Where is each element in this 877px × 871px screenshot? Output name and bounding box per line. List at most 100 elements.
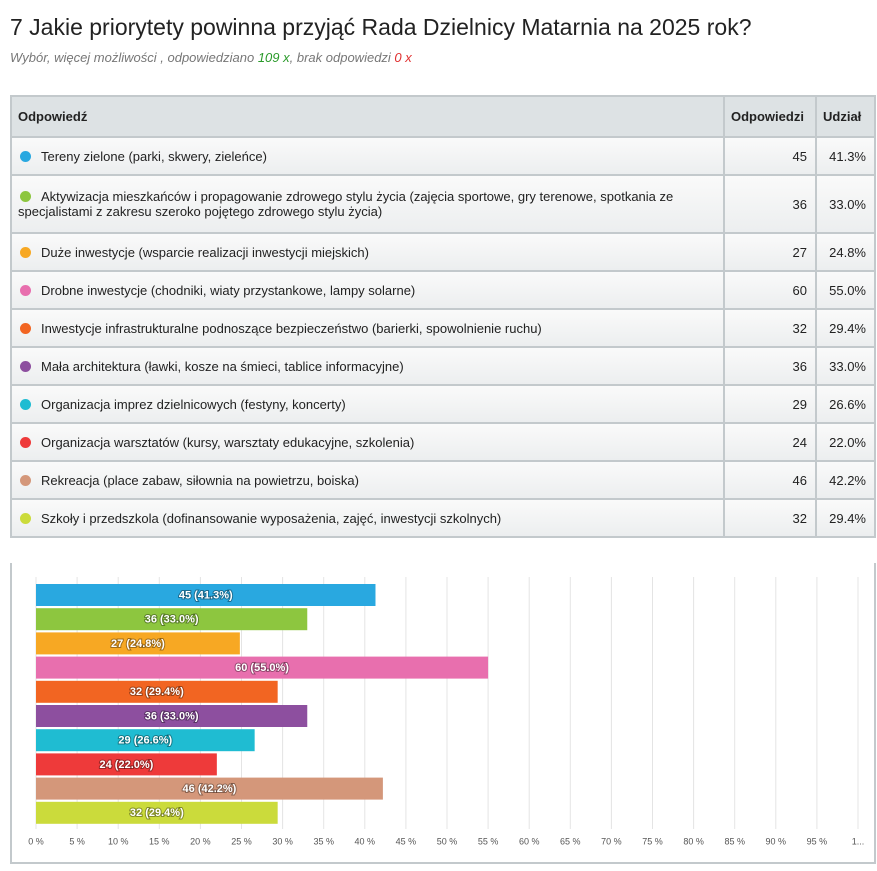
subtitle-text: Wybór, więcej możliwości , odpowiedziano	[10, 50, 258, 65]
answer-text: Rekreacja (place zabaw, siłownia na powi…	[41, 472, 359, 488]
subtitle: Wybór, więcej możliwości , odpowiedziano…	[10, 50, 412, 65]
count-cell: 24	[723, 422, 817, 462]
share-cell: 42.2%	[815, 460, 876, 500]
answer-text: Inwestycje infrastrukturalne podnoszące …	[41, 320, 542, 336]
answer-text: Tereny zielone (parki, skwery, zieleńce)	[41, 148, 267, 164]
count-cell: 60	[723, 270, 817, 310]
value-label: 60 (55.0%)	[235, 662, 289, 674]
x-tick-label: 25 %	[231, 836, 252, 846]
count-cell: 46	[723, 460, 817, 500]
answer-text: Aktywizacja mieszkańców i propagowanie z…	[18, 189, 674, 219]
x-tick-label: 45 %	[396, 836, 417, 846]
count-cell: 45	[723, 136, 817, 176]
x-tick-label: 15 %	[149, 836, 170, 846]
color-dot	[20, 512, 31, 524]
missing-count: 0 x	[394, 50, 412, 65]
column-header: Odpowiedź	[10, 95, 725, 138]
value-label: 36 (33.0%)	[145, 614, 199, 626]
color-dot	[20, 191, 31, 202]
subtitle-text: , brak odpowiedzi	[289, 50, 395, 65]
answer-text: Organizacja imprez dzielnicowych (festyn…	[41, 396, 346, 412]
x-tick-label: 70 %	[601, 836, 622, 846]
answer-text: Organizacja warsztatów (kursy, warsztaty…	[41, 434, 415, 450]
chart-box: 0 % 5 % 10 % 15 % 20 % 25 % 30 % 35 % 40 % 45 % 50…	[10, 563, 876, 864]
count-cell: 29	[723, 384, 817, 424]
table-row: Szkoły i przedszkola (dofinansowanie wyp…	[10, 498, 876, 538]
x-tick-label: 35 %	[313, 836, 334, 846]
table-row: Mała architektura (ławki, kosze na śmiec…	[10, 346, 876, 386]
answered-count: 109 x	[257, 50, 290, 65]
value-label: 32 (29.4%)	[130, 686, 184, 698]
chart: 0 % 5 % 10 % 15 % 20 % 25 % 30 % 35 % 40 % 45 % 50…	[28, 577, 865, 846]
x-tick-label: 50 %	[437, 836, 458, 846]
x-tick-label: 30 %	[272, 836, 293, 846]
answer-cell: Organizacja imprez dzielnicowych (festyn…	[10, 384, 725, 424]
answer-cell: Organizacja warsztatów (kursy, warsztaty…	[10, 422, 725, 462]
bar	[36, 729, 255, 752]
value-label: 46 (42.2%)	[183, 783, 237, 795]
share-cell: 26.6%	[815, 384, 876, 424]
x-tick-label: 75 %	[642, 836, 663, 846]
column-header: Odpowiedzi	[723, 95, 817, 138]
color-dot	[20, 322, 31, 334]
answer-cell: Aktywizacja mieszkańców i propagowanie z…	[10, 174, 725, 234]
table-row: Drobne inwestycje (chodniki, wiaty przys…	[10, 270, 876, 310]
value-label: 24 (22.0%)	[100, 759, 154, 771]
bar	[36, 608, 308, 631]
answer-text: Duże inwestycje (wsparcie realizacji inw…	[41, 244, 369, 260]
x-tick-label: 10 %	[108, 836, 129, 846]
bar	[36, 680, 278, 703]
answer-cell: Drobne inwestycje (chodniki, wiaty przys…	[10, 270, 725, 310]
x-tick-label: 20 %	[190, 836, 211, 846]
share-cell: 29.4%	[815, 498, 876, 538]
color-dot	[20, 150, 31, 162]
title: 7 Jakie priorytety powinna przyjąć Rada …	[10, 14, 752, 40]
x-tick-label: 80 %	[683, 836, 704, 846]
count-cell: 32	[723, 308, 817, 348]
x-tick-label: 5 %	[69, 836, 85, 846]
bar	[36, 632, 240, 655]
value-label: 27 (24.8%)	[111, 638, 165, 650]
share-cell: 41.3%	[815, 136, 876, 176]
color-dot	[20, 360, 31, 372]
table-row: Organizacja warsztatów (kursy, warsztaty…	[10, 422, 876, 462]
answer-cell: Duże inwestycje (wsparcie realizacji inw…	[10, 232, 725, 272]
count-cell: 36	[723, 346, 817, 386]
color-dot	[20, 436, 31, 448]
value-label: 32 (29.4%)	[130, 807, 184, 819]
table-row: Inwestycje infrastrukturalne podnoszące …	[10, 308, 876, 348]
color-dot	[20, 398, 31, 410]
count-cell: 27	[723, 232, 817, 272]
value-label: 29 (26.6%)	[118, 735, 172, 747]
share-cell: 24.8%	[815, 232, 876, 272]
x-tick-label: 1...	[852, 836, 865, 846]
table-row: Duże inwestycje (wsparcie realizacji inw…	[10, 232, 876, 272]
bar	[36, 584, 376, 606]
answer-cell: Mała architektura (ławki, kosze na śmiec…	[10, 346, 725, 386]
answer-cell: Inwestycje infrastrukturalne podnoszące …	[10, 308, 725, 348]
count-cell: 32	[723, 498, 817, 538]
color-dot	[20, 474, 31, 486]
table-row: Aktywizacja mieszkańców i propagowanie z…	[10, 174, 876, 234]
x-tick-label: 65 %	[560, 836, 581, 846]
answer-cell: Tereny zielone (parki, skwery, zieleńce)	[10, 136, 725, 176]
color-dot	[20, 246, 31, 258]
share-cell: 55.0%	[815, 270, 876, 310]
bar	[36, 656, 489, 679]
answer-cell: Rekreacja (place zabaw, siłownia na powi…	[10, 460, 725, 500]
count-cell: 36	[723, 174, 817, 234]
share-cell: 33.0%	[815, 346, 876, 386]
share-cell: 33.0%	[815, 174, 876, 234]
column-header: Udział	[815, 95, 876, 138]
x-tick-label: 85 %	[724, 836, 745, 846]
table-row: Tereny zielone (parki, skwery, zieleńce)…	[10, 136, 876, 176]
value-label: 45 (41.3%)	[179, 589, 233, 601]
value-label: 36 (33.0%)	[145, 710, 199, 722]
answer-text: Szkoły i przedszkola (dofinansowanie wyp…	[41, 510, 502, 526]
share-cell: 22.0%	[815, 422, 876, 462]
x-tick-label: 95 %	[807, 836, 828, 846]
answer-text: Drobne inwestycje (chodniki, wiaty przys…	[41, 282, 416, 298]
x-tick-label: 90 %	[766, 836, 787, 846]
bar	[36, 801, 278, 824]
